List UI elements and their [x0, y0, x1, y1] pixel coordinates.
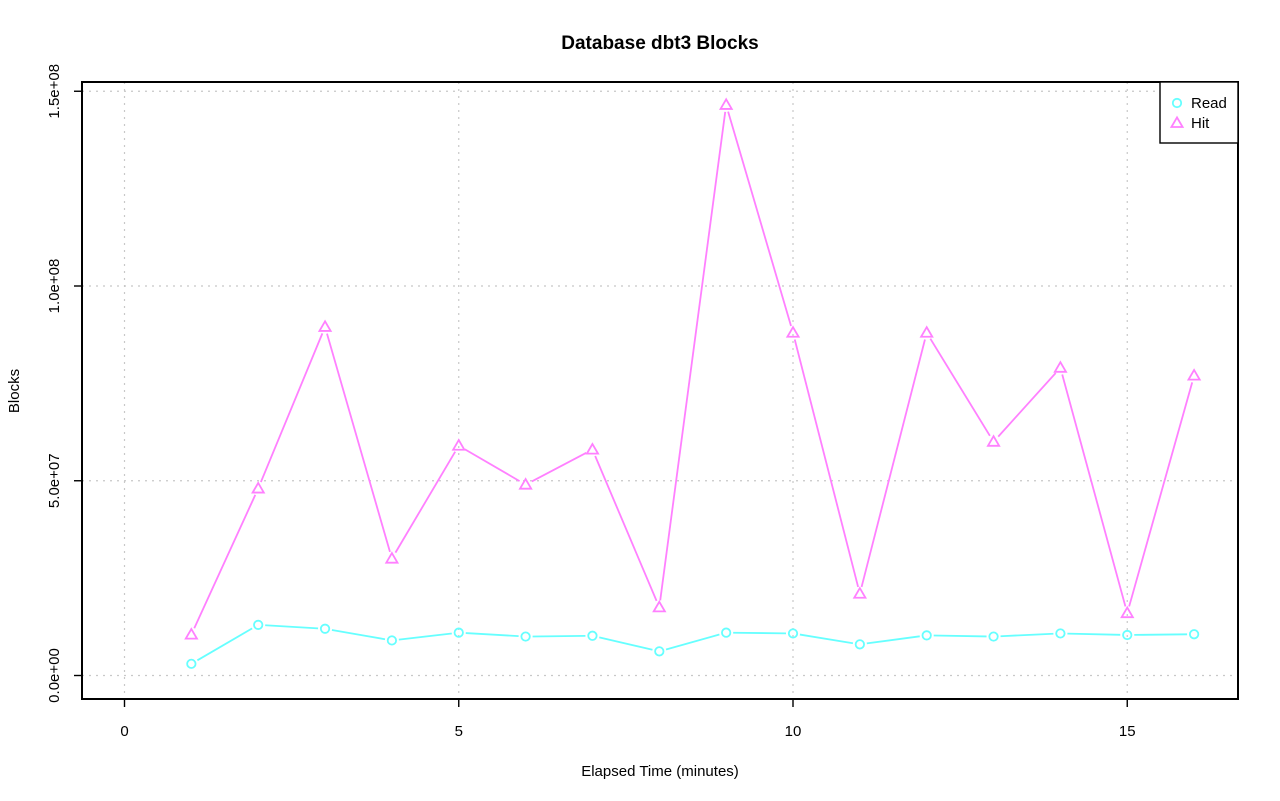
grid: [82, 82, 1238, 699]
series-read-segment: [665, 633, 720, 651]
series-hit-point: [317, 319, 333, 332]
series-read-point: [1055, 628, 1066, 639]
series-read-point: [1122, 629, 1133, 641]
series-hit-segment: [193, 494, 257, 629]
series-read-segment: [933, 634, 987, 638]
series-read-point: [787, 628, 799, 639]
series-hit-point: [451, 438, 466, 451]
series-read-segment: [1067, 632, 1121, 636]
series-hit-point: [852, 586, 868, 599]
series-read-point: [319, 623, 331, 634]
series-hit-segment: [727, 111, 792, 327]
series-read-segment: [331, 629, 386, 641]
series-hit-point: [986, 434, 1001, 447]
series-hit-point: [251, 481, 266, 494]
series-hit-segment: [860, 339, 926, 588]
series-hit-point: [718, 97, 734, 110]
y-axis: 0.0e+00 5.0e+07 1.0e+08 1.5e+08: [46, 64, 82, 703]
series-hit-segment: [1061, 374, 1127, 607]
series-read-point: [854, 639, 865, 650]
series-hit-segment: [531, 452, 587, 483]
y-axis-label: Blocks: [6, 369, 23, 413]
series-hit-point: [384, 551, 400, 564]
series-read-point: [186, 658, 197, 669]
series-read-segment: [599, 636, 653, 651]
series-read-point: [921, 630, 932, 641]
series-hit-segment: [1128, 382, 1194, 607]
series-read-segment: [532, 634, 586, 638]
series-hit-point: [184, 627, 199, 640]
series-hit-point: [1053, 360, 1068, 373]
y-tick-label: 5.0e+07: [46, 453, 63, 508]
series-read-segment: [398, 632, 452, 641]
x-axis: 0 5 10 15: [120, 699, 1136, 740]
series-read-point: [587, 630, 598, 641]
y-tick-label: 0.0e+00: [46, 648, 63, 703]
series-hit-point: [919, 325, 934, 338]
series-read-point: [253, 619, 264, 630]
series-hit-segment: [997, 372, 1057, 438]
series-read: [186, 619, 1200, 669]
legend-label-read: Read: [1191, 95, 1227, 112]
series-hit-segment: [326, 333, 391, 553]
series-hit-segment: [464, 448, 521, 482]
y-tick-label: 1.0e+08: [46, 259, 63, 314]
series-read-segment: [733, 631, 787, 635]
x-axis-label: Elapsed Time (minutes): [581, 763, 739, 780]
series-read-point: [453, 627, 464, 638]
y-tick-label: 1.5e+08: [46, 64, 63, 119]
series-read-segment: [1134, 633, 1188, 636]
series-read-segment: [196, 627, 253, 662]
x-tick-label: 0: [120, 723, 128, 740]
series-read-point: [520, 631, 531, 642]
legend-box: [1159, 81, 1239, 144]
x-tick-label: 10: [785, 723, 802, 740]
series-read-point: [1189, 629, 1200, 640]
series-hit-point: [1120, 605, 1135, 619]
series-hit-point: [585, 442, 600, 455]
series-read-segment: [799, 633, 854, 645]
x-tick-label: 5: [455, 723, 463, 740]
series-read-point: [988, 631, 999, 642]
series-read-segment: [465, 632, 519, 638]
series-read-point: [386, 635, 397, 646]
legend-label-hit: Hit: [1191, 115, 1210, 132]
series-hit-segment: [793, 339, 859, 588]
series-read-segment: [1000, 632, 1054, 638]
series-read-segment: [866, 635, 920, 645]
series-hit-point: [518, 477, 533, 490]
series-hit-point: [785, 325, 801, 338]
series-read-point: [721, 627, 732, 638]
series-hit-segment: [260, 333, 324, 483]
series-hit-segment: [394, 451, 456, 554]
series-hit-point: [652, 599, 667, 613]
series-hit: [184, 97, 1202, 640]
series-read-point: [654, 646, 665, 657]
chart-title: Database dbt3 Blocks: [561, 33, 758, 54]
legend-marker-hit: [1169, 115, 1185, 128]
series-read-segment: [265, 624, 319, 630]
series-hit-point: [1186, 368, 1202, 381]
series-hit-segment: [659, 111, 727, 601]
plot-frame: [81, 81, 1239, 700]
legend: Read Hit: [1159, 81, 1239, 144]
series-layer: [184, 97, 1202, 669]
series-hit-segment: [594, 455, 658, 602]
series-hit-segment: [929, 338, 991, 437]
legend-marker-read: [1171, 97, 1183, 109]
x-tick-label: 15: [1119, 723, 1136, 740]
